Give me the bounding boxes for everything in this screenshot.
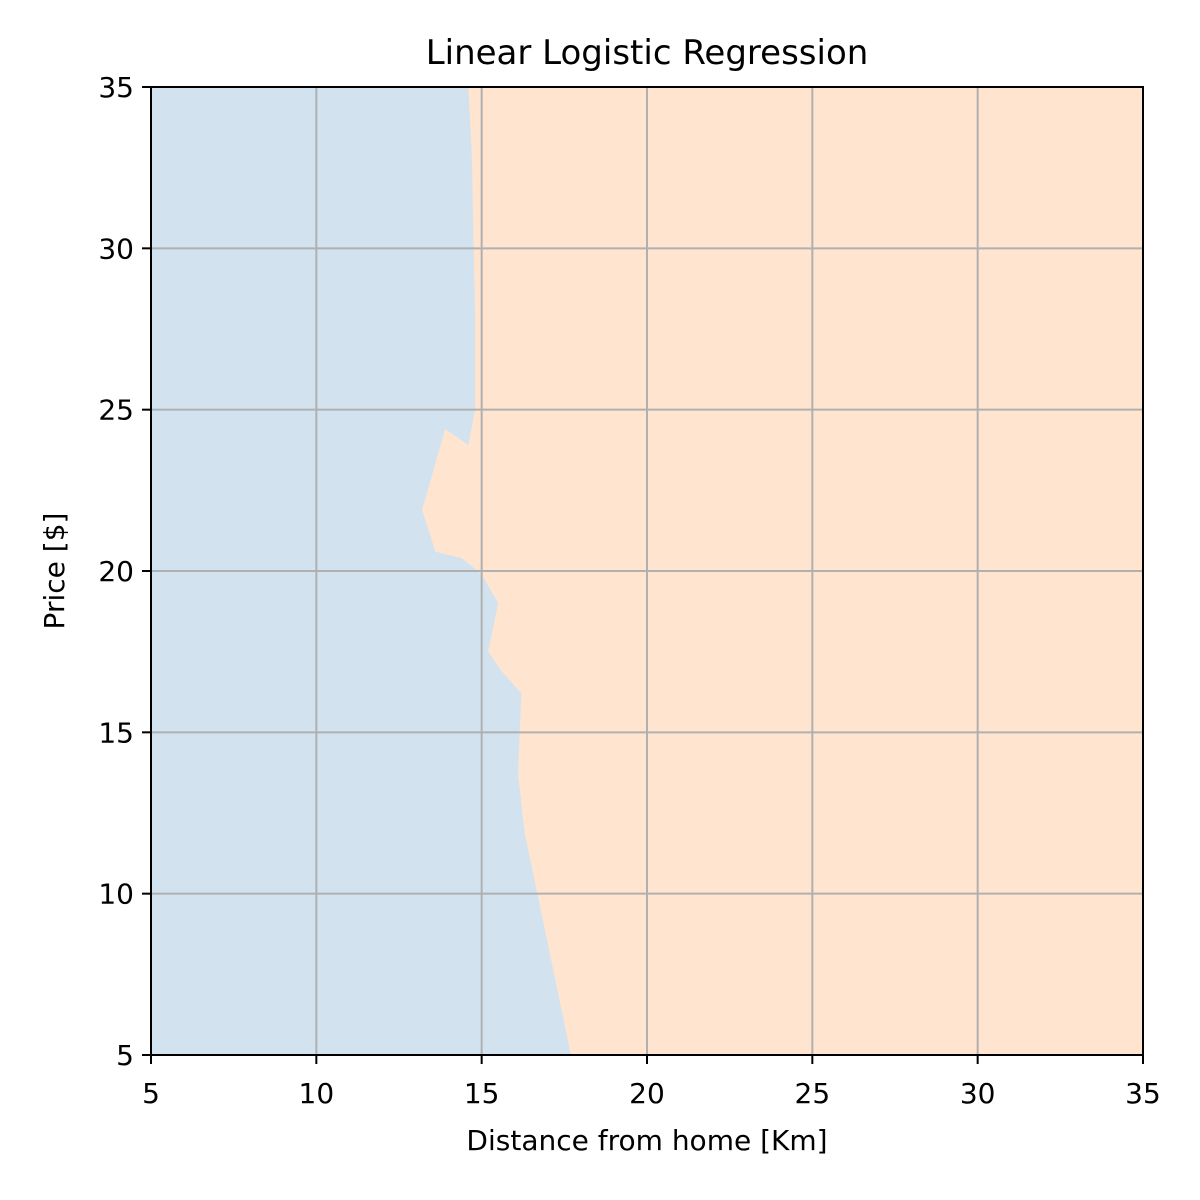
x-tick-label: 30 (960, 1077, 996, 1110)
y-tick-label: 15 (98, 716, 134, 749)
y-tick-label: 10 (98, 878, 134, 911)
x-axis-label: Distance from home [Km] (466, 1124, 827, 1157)
y-axis-label: Price [$] (38, 513, 71, 630)
y-tick-label: 35 (98, 71, 134, 104)
x-tick-label: 15 (464, 1077, 500, 1110)
x-tick-label: 35 (1125, 1077, 1161, 1110)
y-tick-label: 30 (98, 232, 134, 265)
x-tick-label: 10 (299, 1077, 335, 1110)
y-tick-label: 20 (98, 555, 134, 588)
x-tick-label: 20 (629, 1077, 665, 1110)
x-tick-label: 5 (142, 1077, 160, 1110)
y-tick-label: 5 (116, 1039, 134, 1072)
x-tick-label: 25 (795, 1077, 831, 1110)
y-tick-label: 25 (98, 394, 134, 427)
chart-title: Linear Logistic Regression (426, 33, 869, 73)
